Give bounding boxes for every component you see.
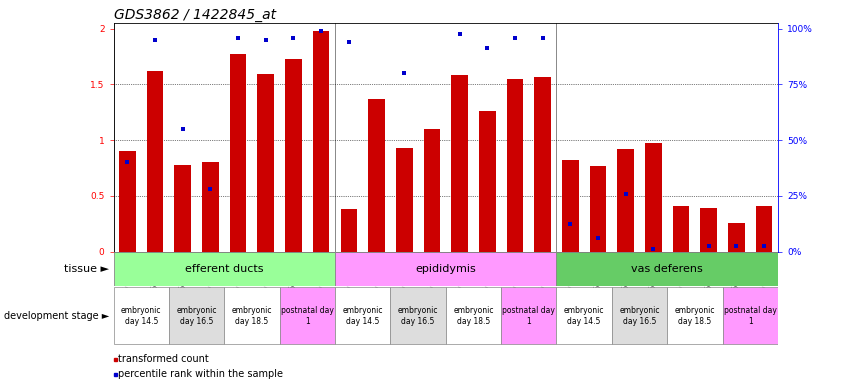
Bar	[114, 252, 335, 286]
Bar	[341, 209, 357, 252]
Bar	[174, 165, 191, 252]
Text: embryonic
day 16.5: embryonic day 16.5	[177, 306, 217, 326]
Bar	[557, 287, 612, 344]
Text: development stage ►: development stage ►	[4, 311, 109, 321]
Bar	[285, 59, 302, 252]
Text: embryonic
day 18.5: embryonic day 18.5	[674, 306, 715, 326]
Bar	[257, 74, 274, 252]
Text: vas deferens: vas deferens	[632, 264, 703, 274]
Bar	[756, 206, 772, 252]
Bar	[230, 54, 246, 252]
Bar	[562, 160, 579, 252]
Bar	[368, 99, 385, 252]
Bar	[722, 287, 778, 344]
Bar	[501, 287, 557, 344]
Text: transformed count: transformed count	[118, 354, 209, 364]
Text: embryonic
day 14.5: embryonic day 14.5	[121, 306, 161, 326]
Text: epididymis: epididymis	[415, 264, 476, 274]
Bar	[225, 287, 279, 344]
Text: postnatal day
1: postnatal day 1	[502, 306, 555, 326]
Bar	[335, 287, 390, 344]
Text: efferent ducts: efferent ducts	[185, 264, 263, 274]
Text: embryonic
day 14.5: embryonic day 14.5	[564, 306, 605, 326]
Text: percentile rank within the sample: percentile rank within the sample	[118, 369, 283, 379]
Bar	[479, 111, 495, 252]
Bar	[667, 287, 722, 344]
Bar	[335, 252, 557, 286]
Bar	[701, 208, 717, 252]
Bar	[202, 162, 219, 252]
Bar	[279, 287, 335, 344]
Text: tissue ►: tissue ►	[64, 264, 109, 274]
Bar	[617, 149, 634, 252]
Text: GDS3862 / 1422845_at: GDS3862 / 1422845_at	[114, 8, 276, 22]
Bar	[119, 151, 135, 252]
Bar	[557, 252, 778, 286]
Text: embryonic
day 16.5: embryonic day 16.5	[398, 306, 438, 326]
Bar	[396, 148, 412, 252]
Bar	[673, 206, 690, 252]
Text: embryonic
day 18.5: embryonic day 18.5	[453, 306, 494, 326]
Text: postnatal day
1: postnatal day 1	[281, 306, 334, 326]
Bar	[452, 75, 468, 252]
Bar	[446, 287, 501, 344]
Bar	[506, 79, 523, 252]
Text: embryonic
day 18.5: embryonic day 18.5	[232, 306, 272, 326]
Bar	[590, 166, 606, 252]
Bar	[169, 287, 225, 344]
Text: embryonic
day 16.5: embryonic day 16.5	[619, 306, 659, 326]
Bar	[728, 223, 745, 252]
Bar	[313, 31, 330, 252]
Bar	[390, 287, 446, 344]
Bar	[645, 143, 662, 252]
Bar	[424, 129, 440, 252]
Bar	[146, 71, 163, 252]
Text: embryonic
day 14.5: embryonic day 14.5	[342, 306, 383, 326]
Text: postnatal day
1: postnatal day 1	[724, 306, 777, 326]
Bar	[534, 76, 551, 252]
Bar	[114, 287, 169, 344]
Bar	[612, 287, 667, 344]
